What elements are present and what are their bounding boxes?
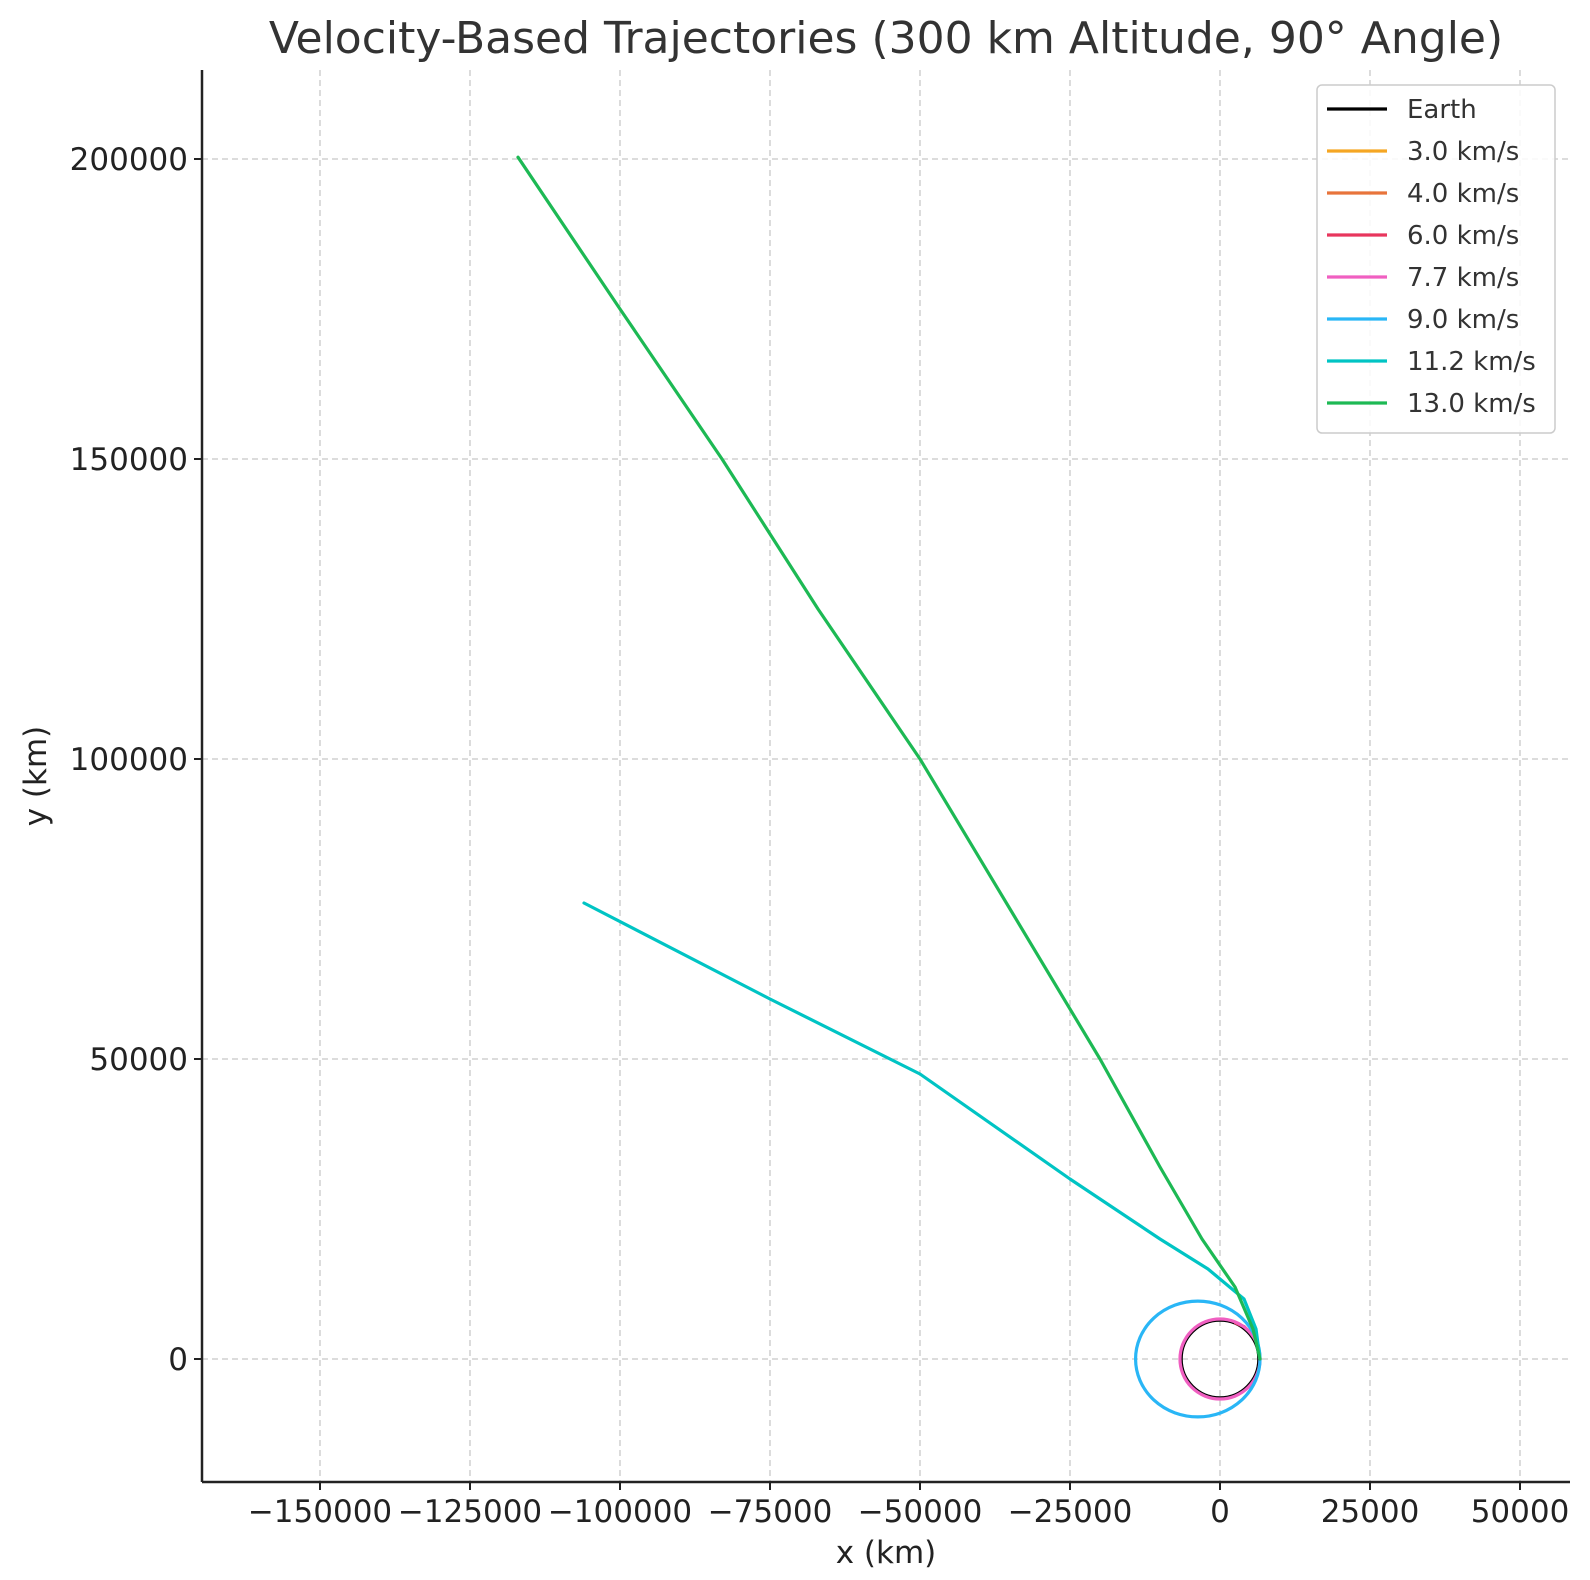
x-tick-label: −50000 [858,1494,983,1530]
ticks: −150000 −125000 −100000 −75000 −50000 −25000 0… [70,142,1570,1530]
x-tick-label: −75000 [708,1494,833,1530]
y-tick-label: 50000 [89,1042,188,1078]
legend-label-earth: Earth [1407,95,1477,125]
x-tick-label: 50000 [1471,1494,1570,1530]
legend-box [1316,84,1556,434]
y-tick-label: 200000 [70,142,188,178]
x-tick-label: 25000 [1321,1494,1420,1530]
x-tick-label: −25000 [1008,1494,1133,1530]
legend: Earth 3.0 km/s 4.0 km/s 6.0 km/s 7.7 km/s 9.0… [1316,84,1556,434]
y-axis-label: y (km) [18,726,54,827]
legend-label-9-0-km-s: 9.0 km/s [1407,305,1519,335]
y-tick-label: 100000 [70,742,188,778]
y-tick-label: 0 [168,1342,188,1378]
x-tick-label: −150000 [248,1494,392,1530]
series-line-11-2-km-s [582,901,1262,1361]
legend-label-4-0-km-s: 4.0 km/s [1407,179,1519,209]
series-line-earth [1180,1319,1260,1399]
series-line-13-0-km-s [516,155,1262,1361]
x-tick-label: 0 [1210,1494,1230,1530]
x-tick-label: −100000 [548,1494,692,1530]
series-lines [516,155,1262,1419]
x-tick-label: −125000 [398,1494,542,1530]
legend-label-13-0-km-s: 13.0 km/s [1407,389,1536,419]
chart-title: Velocity-Based Trajectories (300 km Alti… [269,13,1503,64]
x-axis-label: x (km) [836,1535,937,1571]
legend-label-11-2-km-s: 11.2 km/s [1407,347,1536,377]
legend-label-3-0-km-s: 3.0 km/s [1407,137,1519,167]
legend-label-7-7-km-s: 7.7 km/s [1407,263,1519,293]
axes [200,70,1570,1484]
y-tick-label: 150000 [70,442,188,478]
legend-label-6-0-km-s: 6.0 km/s [1407,221,1519,251]
